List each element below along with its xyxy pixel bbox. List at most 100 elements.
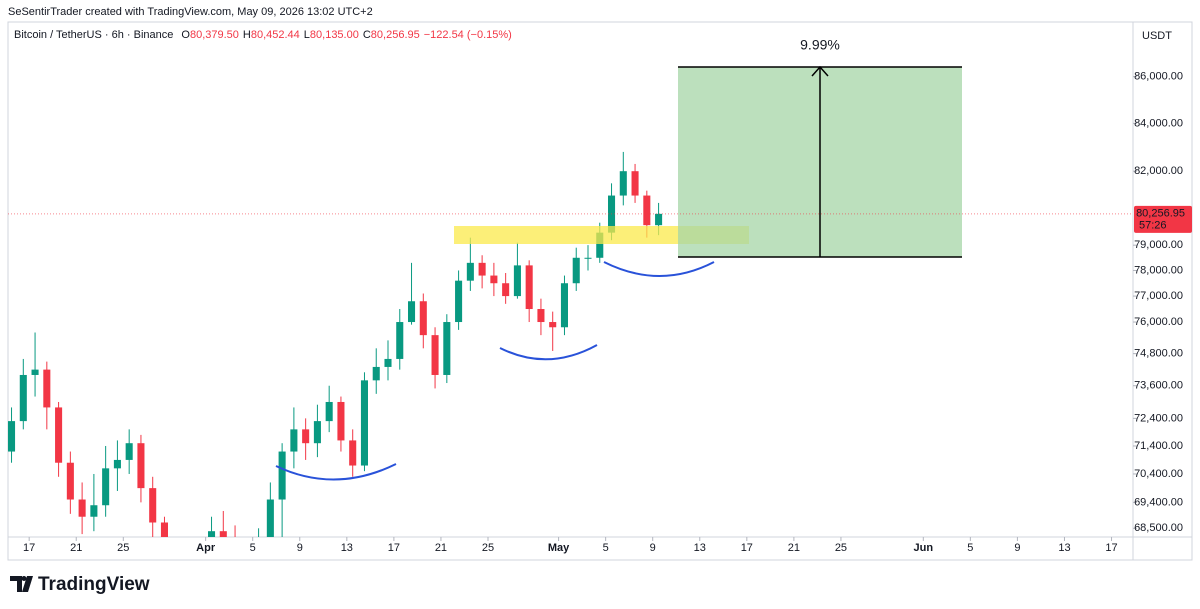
candle-body bbox=[384, 358, 392, 367]
candle-body bbox=[55, 407, 63, 463]
candle-body bbox=[431, 335, 439, 375]
candle-body bbox=[360, 380, 368, 466]
logo-icon bbox=[10, 576, 33, 592]
candle-body bbox=[219, 531, 227, 537]
x-tick-label: Apr bbox=[196, 542, 216, 554]
candle-body bbox=[349, 440, 357, 466]
candle-body bbox=[419, 301, 427, 336]
candle-body bbox=[19, 374, 27, 422]
candle-body bbox=[408, 301, 416, 323]
x-tick-label: 5 bbox=[250, 542, 256, 554]
frame bbox=[7, 21, 1193, 561]
candle-body bbox=[572, 257, 580, 284]
symbol: Bitcoin / TetherUS · 6h · Binance bbox=[14, 29, 173, 41]
x-tick-label: 17 bbox=[388, 542, 400, 554]
candle-body bbox=[102, 468, 110, 506]
candle-body bbox=[325, 401, 333, 422]
candle-body bbox=[643, 195, 651, 226]
x-tick-label: 9 bbox=[1014, 542, 1020, 554]
curve bbox=[499, 344, 598, 361]
y-tick-label: 70,400.00 bbox=[1134, 468, 1183, 480]
y-tick-label: 77,000.00 bbox=[1134, 290, 1183, 302]
candle-body bbox=[43, 369, 51, 408]
last-price-tag bbox=[1134, 205, 1192, 233]
candle-body bbox=[208, 531, 216, 537]
candle-body bbox=[596, 232, 604, 258]
y-tick-label: 74,800.00 bbox=[1134, 348, 1183, 360]
candle-body bbox=[455, 280, 463, 323]
y-tick-label: 82,000.00 bbox=[1134, 165, 1183, 177]
candle-body bbox=[537, 309, 545, 323]
y-tick-label: 76,000.00 bbox=[1134, 316, 1183, 328]
y-tick-label: 78,000.00 bbox=[1134, 264, 1183, 276]
ohlc-value: 80,452.44 bbox=[251, 29, 300, 41]
y-tick-label: 71,400.00 bbox=[1134, 440, 1183, 452]
candle-body bbox=[525, 265, 533, 310]
ohlc-key: H bbox=[243, 29, 251, 41]
candle-body bbox=[66, 462, 74, 500]
axes: 86,000.00 84,000.00 82,000.00 79,000.00 78,0… bbox=[23, 71, 1183, 554]
x-tick-label: 25 bbox=[835, 542, 847, 554]
last-price-label: 80,256.95 bbox=[1136, 208, 1185, 220]
candle-body bbox=[90, 505, 98, 517]
legend: Bitcoin / TetherUS · 6h · Binance O80,379… bbox=[14, 29, 512, 41]
y-tick-label: 73,600.00 bbox=[1134, 380, 1183, 392]
candle-body bbox=[549, 322, 557, 328]
x-tick-label: 5 bbox=[967, 542, 973, 554]
candle-body bbox=[113, 459, 121, 469]
ohlc-value: 80,256.95 bbox=[371, 29, 420, 41]
zone bbox=[454, 226, 749, 244]
x-tick-label: 21 bbox=[788, 542, 800, 554]
y-tick-label: 86,000.00 bbox=[1134, 71, 1183, 83]
x-tick-label: Jun bbox=[914, 542, 934, 554]
ohlc-key: O bbox=[181, 29, 190, 41]
candle-body bbox=[466, 262, 474, 281]
currency: USDT bbox=[1142, 30, 1172, 42]
x-tick-label: 21 bbox=[70, 542, 82, 554]
logo-text: TradingView bbox=[38, 574, 150, 595]
x-tick-label: May bbox=[548, 542, 570, 554]
candle-body bbox=[584, 257, 592, 259]
ohlc-value: 80,135.00 bbox=[310, 29, 359, 41]
x-tick-label: 13 bbox=[341, 542, 353, 554]
candle-body bbox=[8, 421, 16, 452]
change: −122.54 (−0.15%) bbox=[424, 29, 512, 41]
x-tick-label: 25 bbox=[482, 542, 494, 554]
candle-body bbox=[31, 369, 39, 375]
candle-body bbox=[313, 421, 321, 444]
annotation: 9.99% bbox=[800, 37, 840, 53]
x-tick-label: 13 bbox=[694, 542, 706, 554]
candle-body bbox=[302, 429, 310, 444]
x-tick-label: 9 bbox=[650, 542, 656, 554]
logo: TradingView bbox=[10, 574, 150, 595]
candle-body bbox=[266, 499, 274, 537]
y-tick-label: 79,000.00 bbox=[1134, 239, 1183, 251]
x-tick-label: 25 bbox=[117, 542, 129, 554]
candle-body bbox=[655, 213, 663, 226]
arrow-head bbox=[811, 65, 829, 77]
candle-body bbox=[490, 275, 498, 284]
x-tick-label: 17 bbox=[741, 542, 753, 554]
countdown: 57:26 bbox=[1139, 220, 1167, 232]
y-tick-label: 68,500.00 bbox=[1134, 522, 1183, 534]
x-tick-label: 5 bbox=[603, 542, 609, 554]
candle-body bbox=[137, 443, 145, 489]
curve bbox=[603, 261, 715, 277]
logo-icon bbox=[21, 576, 27, 581]
x-tick-label: 13 bbox=[1058, 542, 1070, 554]
candle-body bbox=[78, 499, 86, 517]
candle-body bbox=[443, 322, 451, 375]
attribution: SeSentirTrader created with TradingView.… bbox=[8, 6, 373, 18]
x-tick-label: 9 bbox=[297, 542, 303, 554]
x-tick-label: 17 bbox=[23, 542, 35, 554]
candle-body bbox=[278, 451, 286, 500]
candle-body bbox=[290, 429, 298, 452]
curve bbox=[275, 463, 397, 481]
candle-body bbox=[125, 443, 133, 460]
candle-body bbox=[502, 283, 510, 297]
ohlc-key: C bbox=[363, 29, 371, 41]
candle-body bbox=[149, 488, 157, 523]
candle-body bbox=[513, 265, 521, 297]
